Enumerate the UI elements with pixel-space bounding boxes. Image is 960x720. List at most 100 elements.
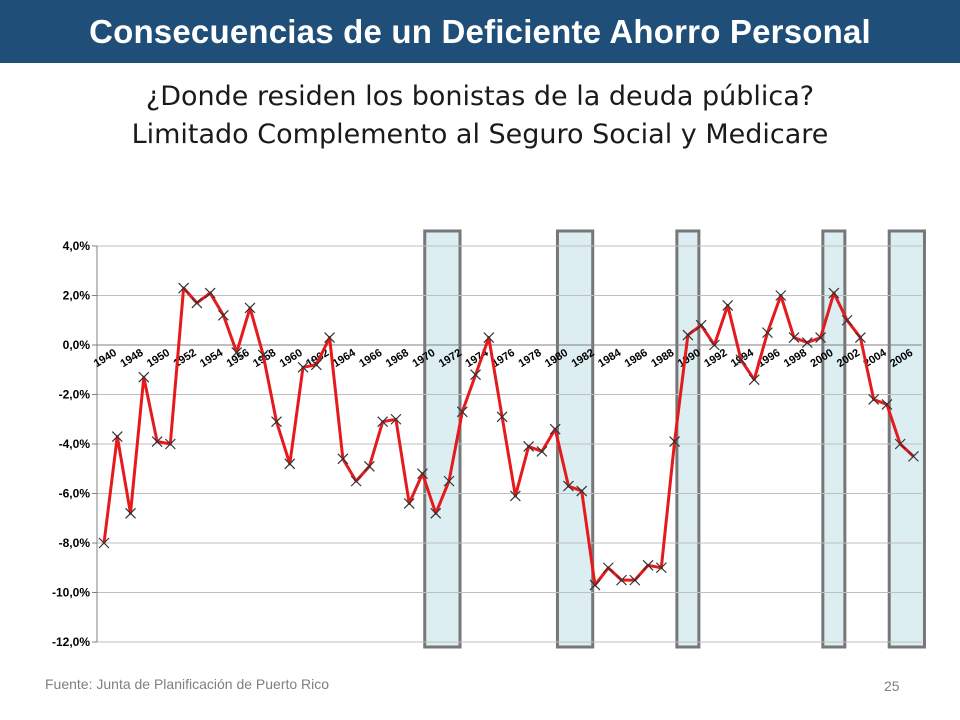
data-point-stroke: [324, 332, 336, 343]
data-point: [271, 416, 282, 428]
data-point-stroke: [244, 302, 256, 314]
data-point-stroke: [98, 537, 110, 549]
data-point: [616, 574, 627, 586]
x-tick-label: 1960: [278, 347, 305, 370]
data-point: [509, 490, 521, 502]
data-point: [655, 562, 667, 574]
data-point-stroke: [788, 332, 800, 343]
data-point-stroke: [523, 441, 535, 452]
data-point-stroke: [748, 374, 760, 386]
data-point-stroke: [310, 359, 322, 371]
x-tick-label: 1948: [118, 347, 145, 370]
data-point-stroke: [125, 507, 136, 519]
data-point: [244, 302, 256, 314]
recession-band: [555, 229, 595, 649]
y-tick-label: 4,0%: [63, 239, 91, 253]
data-point: [218, 309, 229, 321]
x-tick-label: 1988: [649, 347, 676, 370]
data-point-stroke: [363, 460, 375, 472]
data-point: [563, 480, 574, 492]
data-point: [403, 497, 415, 509]
data-point-stroke: [655, 562, 667, 574]
data-point-stroke: [602, 562, 614, 574]
data-point-stroke: [231, 347, 243, 358]
data-point-stroke: [841, 314, 853, 326]
data-point-stroke: [589, 579, 601, 591]
y-tick-label: -8,0%: [59, 536, 91, 550]
data-point-stroke: [138, 371, 150, 383]
data-point: [841, 314, 853, 326]
data-point-stroke: [801, 337, 813, 348]
data-point: [788, 332, 800, 343]
data-point: [337, 453, 349, 465]
x-tick-label: 1992: [702, 347, 729, 370]
data-point-stroke: [762, 327, 773, 339]
subtitle-line-1: ¿Donde residen los bonistas de la deuda …: [145, 81, 815, 112]
data-point-stroke: [708, 339, 720, 351]
x-tick-label: 1984: [596, 346, 624, 370]
data-point: [390, 413, 402, 425]
data-point-stroke: [337, 453, 349, 465]
y-tick-label: 2,0%: [63, 289, 91, 303]
data-point: [151, 436, 163, 447]
data-point-stroke: [350, 475, 362, 487]
data-point: [191, 297, 203, 309]
data-point-stroke: [377, 416, 389, 428]
recession-band: [887, 229, 926, 649]
data-point-stroke: [470, 369, 481, 381]
data-point: [669, 436, 681, 447]
data-point: [775, 290, 787, 301]
data-point-stroke: [218, 309, 229, 321]
data-point-stroke: [616, 574, 627, 586]
data-point: [695, 319, 707, 331]
x-tick-label: 1986: [623, 347, 650, 370]
data-point-stroke: [390, 413, 402, 425]
data-point-stroke: [403, 497, 415, 509]
data-point-stroke: [722, 299, 734, 311]
data-point: [629, 574, 641, 586]
data-point: [496, 411, 508, 423]
data-point: [801, 337, 813, 348]
data-point-stroke: [297, 361, 309, 373]
x-tick-label: 1954: [198, 346, 226, 370]
data-point-stroke: [496, 411, 508, 423]
data-point-stroke: [894, 438, 906, 450]
data-point-stroke: [430, 507, 442, 519]
series-line: [102, 286, 915, 587]
data-point: [310, 359, 322, 371]
data-point-stroke: [908, 450, 919, 462]
subtitle-line-2: Limitado Complemento al Seguro Social y …: [131, 119, 829, 150]
recession-band: [423, 229, 462, 649]
data-point: [589, 579, 601, 591]
data-point: [828, 287, 840, 299]
data-point: [868, 394, 880, 405]
data-point: [164, 438, 176, 450]
data-point: [98, 537, 110, 549]
data-point: [297, 361, 309, 373]
data-point: [815, 332, 827, 343]
data-point: [602, 562, 614, 574]
x-tick-label: 1998: [782, 347, 809, 370]
page-number: 25: [884, 678, 900, 694]
data-point: [908, 450, 919, 462]
y-tick-label: -2,0%: [59, 388, 91, 402]
subtitle: ¿Donde residen los bonistas de la deuda …: [0, 78, 960, 154]
data-point-stroke: [111, 431, 123, 442]
data-point-stroke: [284, 458, 296, 470]
data-point-stroke: [881, 398, 893, 410]
data-point: [430, 507, 442, 519]
data-point: [257, 349, 269, 361]
data-point: [417, 468, 428, 480]
data-point: [682, 329, 694, 341]
data-point: [536, 446, 548, 457]
data-point: [178, 282, 190, 294]
data-point-stroke: [815, 332, 827, 343]
y-tick-label: -6,0%: [59, 487, 91, 501]
data-point-stroke: [642, 559, 654, 571]
data-point-stroke: [669, 436, 681, 447]
data-point-stroke: [191, 297, 203, 309]
data-point-stroke: [417, 468, 428, 480]
data-point: [881, 398, 893, 410]
data-point-stroke: [151, 436, 163, 447]
